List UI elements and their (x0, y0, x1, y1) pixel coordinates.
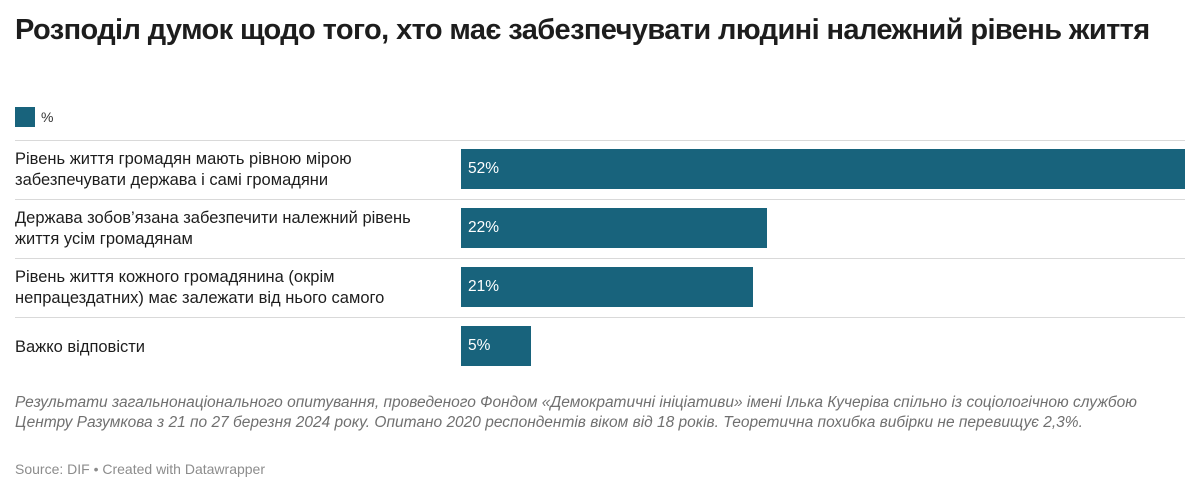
bar-value-label: 22% (468, 219, 500, 236)
category-label: Держава зобов’язана забезпечити належний… (15, 209, 411, 248)
bar-row: Важко відповісти 5% (15, 317, 1185, 376)
category-label: Важко відповісти (15, 337, 146, 356)
bar-row: Держава зобов’язана забезпечити належний… (15, 199, 1185, 258)
bar-value-label: 21% (468, 278, 500, 295)
bar (461, 267, 753, 307)
chart-title: Розподіл думок щодо того, хто має забезп… (15, 14, 1150, 46)
bar-value-label: 52% (468, 160, 500, 177)
bar-value-label: 5% (468, 337, 491, 354)
legend-label: % (41, 109, 54, 125)
legend-swatch (15, 107, 35, 127)
bar-row: Рівень життя громадян мають рівною мірою… (15, 140, 1185, 199)
bar (461, 326, 531, 366)
bar-chart: Рівень життя громадян мають рівною мірою… (15, 140, 1185, 376)
bar (461, 149, 1185, 189)
bar-track: 22% (461, 208, 1185, 248)
bar (461, 208, 767, 248)
category-label: Рівень життя кожного громадянина (окрім … (15, 268, 385, 307)
bar-track: 52% (461, 149, 1185, 189)
chart-note: Результати загальнонаціонального опитува… (15, 394, 1137, 431)
bar-track: 21% (461, 267, 1185, 307)
chart-source: Source: DIF • Created with Datawrapper (15, 461, 266, 477)
bar-row: Рівень життя кожного громадянина (окрім … (15, 258, 1185, 317)
category-label: Рівень життя громадян мають рівною мірою… (15, 150, 352, 189)
chart-legend: % (15, 107, 53, 127)
bar-track: 5% (461, 326, 1185, 366)
